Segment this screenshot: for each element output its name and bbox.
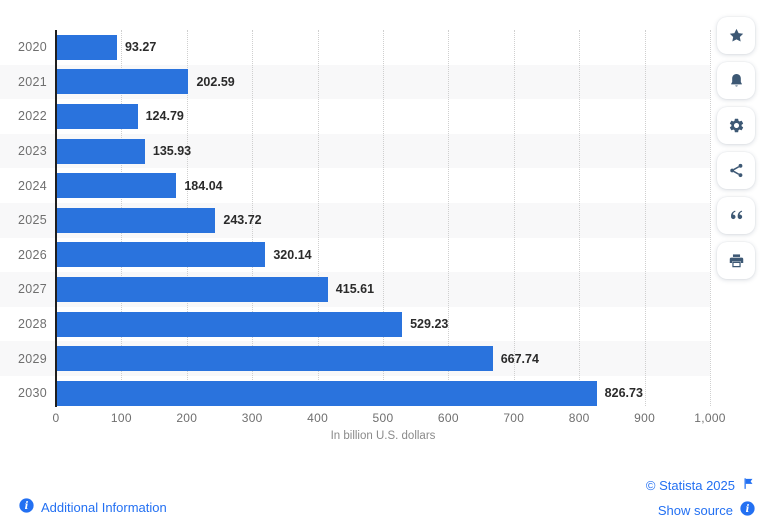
info-icon: i (740, 501, 755, 519)
x-tick-label: 300 (241, 411, 263, 425)
copyright-link[interactable]: © Statista 2025 (646, 477, 755, 493)
category-label: 2028 (17, 317, 47, 332)
info-icon: i (19, 498, 34, 516)
chart-row: 2020 93.27 (0, 30, 710, 65)
x-tick-label: 700 (503, 411, 525, 425)
bar (56, 69, 189, 95)
category-label: 2030 (17, 386, 47, 401)
category-label: 2023 (17, 144, 47, 159)
bar-track: 135.93 (56, 134, 710, 169)
bar (56, 34, 117, 60)
print-button[interactable] (717, 242, 755, 279)
chart-row: 2026 320.14 (0, 238, 710, 273)
x-tick-label: 400 (307, 411, 329, 425)
bar (56, 276, 328, 302)
bar-track: 415.61 (56, 272, 710, 307)
bar (56, 173, 177, 199)
chart-row: 2023 135.93 (0, 133, 710, 169)
chart-row: 2030 826.73 (0, 376, 710, 411)
svg-text:i: i (25, 501, 29, 512)
value-label: 93.27 (124, 40, 157, 55)
category-label: 2025 (17, 213, 47, 228)
x-tick-label: 500 (372, 411, 394, 425)
category-label: 2027 (17, 282, 47, 297)
value-label: 667.74 (500, 351, 539, 366)
category-label: 2029 (17, 351, 47, 366)
svg-text:i: i (746, 504, 750, 515)
bar-track: 202.59 (56, 65, 710, 100)
gear-icon (728, 117, 745, 134)
bell-icon (728, 72, 745, 89)
value-label: 320.14 (273, 247, 312, 262)
x-tick-label: 0 (52, 411, 60, 425)
bar (56, 207, 216, 233)
bar (56, 311, 403, 337)
chart-toolbar (717, 17, 755, 279)
printer-icon (728, 252, 745, 269)
y-axis-line (55, 30, 57, 407)
bar-track: 320.14 (56, 238, 710, 273)
favorite-button[interactable] (717, 17, 755, 54)
show-source-label: Show source (657, 502, 733, 518)
bar (56, 138, 145, 164)
share-button[interactable] (717, 152, 755, 189)
value-label: 529.23 (410, 317, 449, 332)
alert-button[interactable] (717, 62, 755, 99)
bar-track: 667.74 (56, 341, 710, 376)
x-tick-label: 200 (176, 411, 198, 425)
cite-button[interactable] (717, 197, 755, 234)
x-tick-label: 100 (110, 411, 132, 425)
category-label: 2022 (17, 109, 47, 124)
show-source-link[interactable]: Show source i (658, 501, 755, 519)
bar (56, 103, 138, 129)
star-icon (728, 27, 745, 44)
value-label: 826.73 (604, 386, 643, 401)
chart-row: 2025 243.72 (0, 202, 710, 238)
bar-track: 184.04 (56, 168, 710, 203)
value-label: 202.59 (196, 74, 235, 89)
x-axis-tick-labels: 0 100 200 300 400 500 600 700 800 900 1,000 (52, 411, 726, 427)
bar-chart-rows: 2020 93.27 2021 202.59 2022 124.79 2023 135.93 2… (0, 30, 710, 411)
bar-track: 529.23 (56, 307, 710, 342)
value-label: 184.04 (184, 178, 223, 193)
x-tick-label: 800 (568, 411, 590, 425)
bar-track: 124.79 (56, 99, 710, 134)
category-label: 2026 (17, 247, 47, 262)
quote-icon (728, 207, 745, 224)
x-tick-label: 900 (634, 411, 656, 425)
settings-button[interactable] (717, 107, 755, 144)
value-label: 124.79 (145, 109, 184, 124)
x-tick-label: 1,000 (694, 411, 726, 425)
chart-row: 2027 415.61 (0, 272, 710, 307)
bar-track: 93.27 (56, 30, 710, 65)
bar (56, 242, 266, 268)
additional-information-label: Additional Information (41, 499, 167, 515)
chart-row: 2024 184.04 (0, 168, 710, 203)
chart-row: 2028 529.23 (0, 307, 710, 342)
category-label: 2020 (17, 40, 47, 55)
flag-icon (742, 477, 755, 493)
value-label: 415.61 (335, 282, 375, 297)
bar (56, 346, 493, 372)
gridline (710, 30, 711, 406)
category-label: 2021 (17, 74, 47, 89)
bar-track: 243.72 (56, 203, 710, 238)
value-label: 243.72 (223, 213, 262, 228)
chart-row: 2029 667.74 (0, 341, 710, 376)
bar-track: 826.73 (56, 376, 710, 411)
chart-row: 2022 124.79 (0, 99, 710, 134)
value-label: 135.93 (152, 144, 192, 159)
category-label: 2024 (17, 178, 47, 193)
x-tick-label: 600 (437, 411, 459, 425)
chart-row: 2021 202.59 (0, 64, 710, 100)
share-icon (728, 162, 745, 179)
additional-information-link[interactable]: i Additional Information (19, 498, 167, 516)
copyright-label: © Statista 2025 (645, 477, 735, 493)
bar (56, 380, 597, 406)
x-axis-label: In billion U.S. dollars (330, 430, 436, 442)
